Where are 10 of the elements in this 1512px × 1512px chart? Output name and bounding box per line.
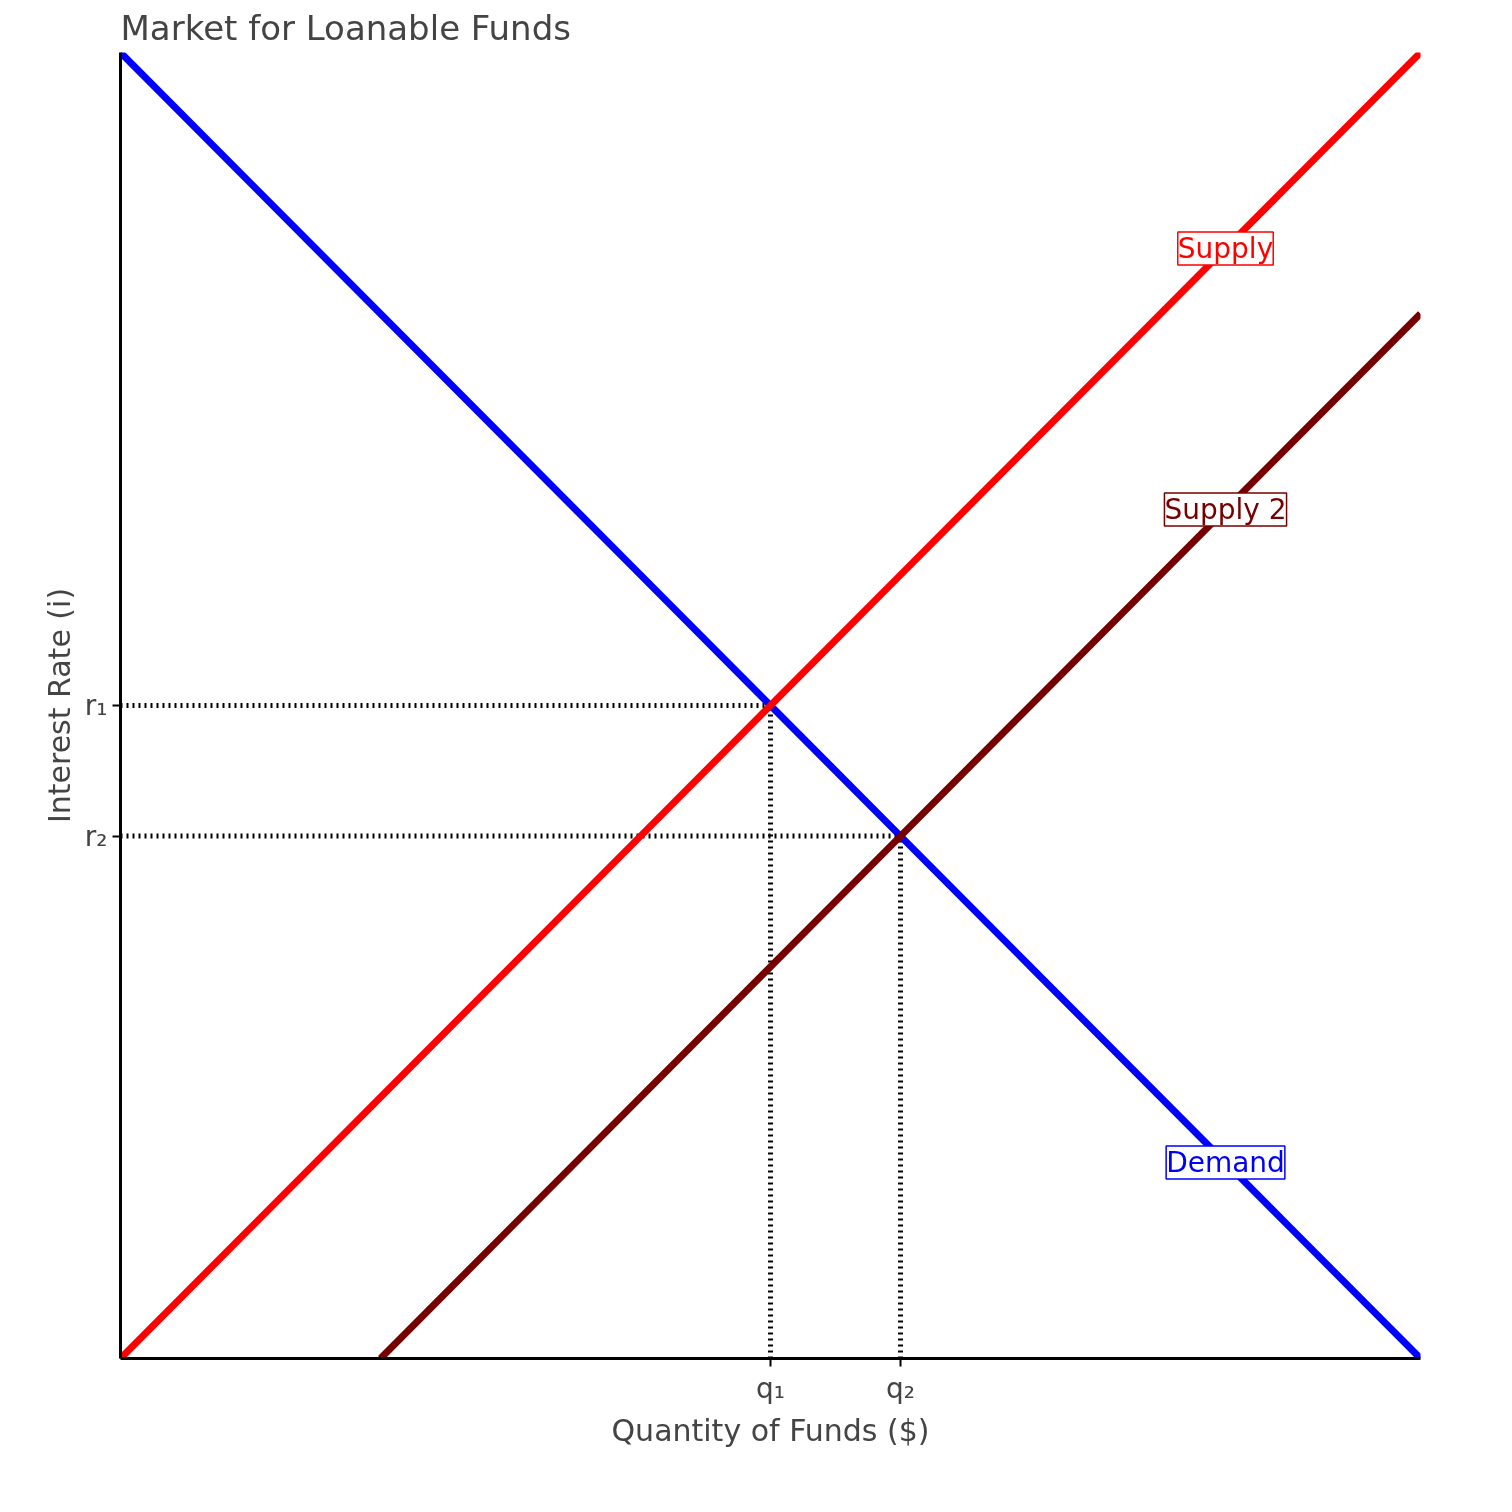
x-tick-label: q₁ xyxy=(756,1371,785,1405)
series-label: Supply xyxy=(1177,231,1274,265)
chart-title: Market for Loanable Funds xyxy=(120,7,571,48)
x-tick-label: q₂ xyxy=(886,1371,915,1405)
series-label: Supply 2 xyxy=(1164,493,1287,527)
ref-line-label: r₂ xyxy=(84,819,108,853)
y-axis-title: Interest Rate (i) xyxy=(41,587,77,824)
series-label: Demand xyxy=(1166,1146,1285,1180)
x-axis-title: Quantity of Funds ($) xyxy=(611,1412,930,1448)
ref-line-label: r₁ xyxy=(84,689,108,722)
